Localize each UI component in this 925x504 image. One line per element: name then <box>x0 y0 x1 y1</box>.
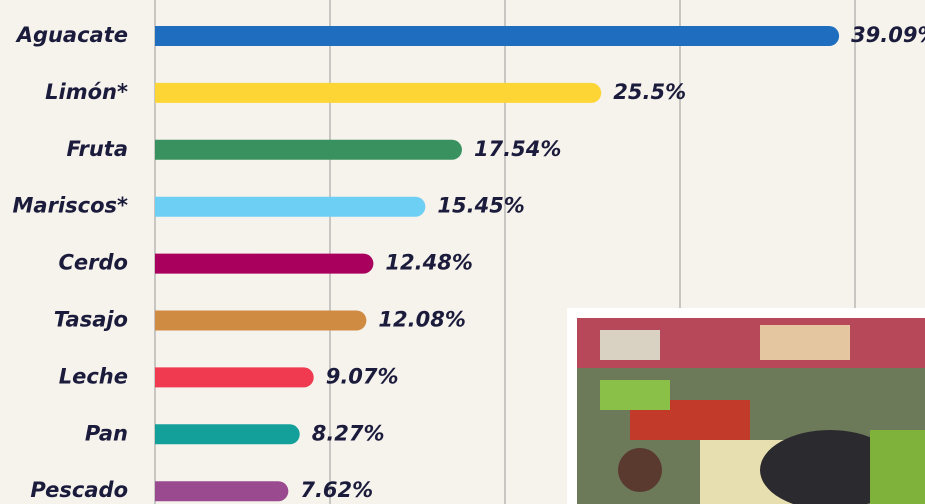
value-label: 9.07% <box>326 364 399 388</box>
chart: Aguacate 39.09% Limón* 25.5% Fruta 17.54% Mari… <box>0 0 925 504</box>
bar <box>155 367 314 387</box>
value-label: 15.45% <box>437 194 524 218</box>
category-label: Pan <box>85 421 128 445</box>
category-label: Limón* <box>45 80 128 104</box>
value-label: 39.09% <box>851 23 925 47</box>
value-label: 17.54% <box>474 137 561 161</box>
category-label: Fruta <box>66 137 128 161</box>
category-label: Mariscos* <box>13 194 128 218</box>
category-label: Leche <box>59 364 128 388</box>
bar <box>155 26 839 46</box>
category-label: Pescado <box>30 478 128 502</box>
bar <box>155 311 366 331</box>
bar <box>155 140 462 160</box>
value-label: 7.62% <box>300 478 373 502</box>
bar <box>155 83 601 103</box>
bar <box>155 254 373 274</box>
bar <box>155 481 288 501</box>
value-label: 8.27% <box>312 421 385 445</box>
photo <box>567 308 925 504</box>
category-label: Cerdo <box>59 251 128 275</box>
bar <box>155 424 300 444</box>
value-label: 12.48% <box>385 251 472 275</box>
bar <box>155 197 425 217</box>
value-label: 25.5% <box>613 80 686 104</box>
category-label: Tasajo <box>54 308 128 332</box>
value-label: 12.08% <box>378 308 465 332</box>
category-label: Aguacate <box>15 23 128 47</box>
